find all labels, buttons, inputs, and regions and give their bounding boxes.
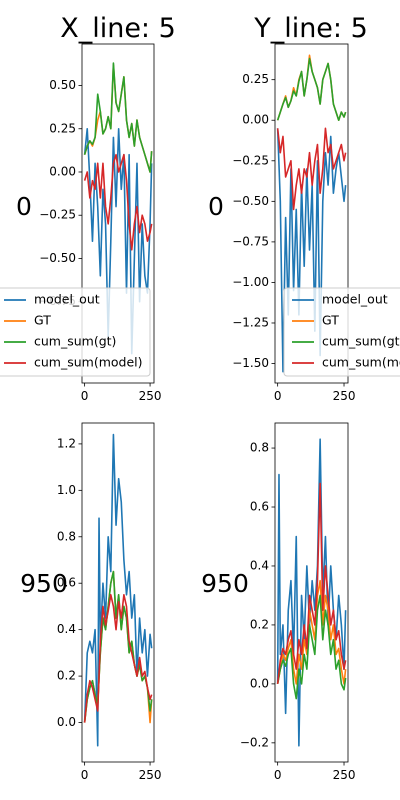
legend-entry: model_out xyxy=(34,292,100,307)
x-tick-label: 0 xyxy=(274,768,282,782)
legend: model_out GT cum_sum(gt) cum_sum(model) xyxy=(283,287,400,377)
panel-y-line-row-950: 950 −0.2 0.0 0.2 0.4 0.6 0.8 0 250 xyxy=(201,422,356,782)
legend-entry: GT xyxy=(34,313,51,328)
chart-title: X_line: 5 xyxy=(60,13,176,44)
y-tick-label: 0.6 xyxy=(57,576,76,590)
legend: model_out GT cum_sum(gt) cum_sum(model) xyxy=(0,287,151,377)
y-tick-label: −0.2 xyxy=(240,735,269,749)
x-tick-label: 250 xyxy=(333,389,356,403)
y-tick-label: 0.4 xyxy=(57,622,76,636)
legend-entry: GT xyxy=(322,313,339,328)
series-line-model_out xyxy=(276,438,347,747)
y-tick-label: −1.25 xyxy=(232,315,269,329)
series-group xyxy=(83,433,153,747)
x-tick-label: 250 xyxy=(139,389,162,403)
y-tick-label: 0.8 xyxy=(250,441,269,455)
axes-frame xyxy=(274,422,349,763)
series-line-cum_sum(gt) xyxy=(83,62,153,173)
series-line-cum_sum(model) xyxy=(276,127,347,211)
axes-frame xyxy=(81,43,155,384)
axes-frame xyxy=(274,43,349,384)
series-line-model_out xyxy=(83,433,153,747)
y-tick-label: 0.25 xyxy=(49,121,76,135)
y-tick-label: −0.25 xyxy=(232,153,269,167)
legend-entry: cum_sum(model) xyxy=(322,355,400,370)
y-tick-label: −0.50 xyxy=(232,194,269,208)
y-tick-label: 1.2 xyxy=(57,436,76,450)
legend-entry: model_out xyxy=(322,292,388,307)
y-tick-label: 0.0 xyxy=(250,676,269,690)
series-line-GT xyxy=(276,579,347,685)
series-line-cum_sum(model) xyxy=(83,153,153,251)
y-tick-label: 0.0 xyxy=(57,715,76,729)
row-label: 950 xyxy=(201,569,249,598)
legend-entry: cum_sum(model) xyxy=(34,355,143,370)
row-label: 0 xyxy=(208,192,224,221)
y-tick-label: 0.25 xyxy=(242,72,269,86)
y-tick-label: 0.00 xyxy=(242,113,269,127)
series-line-cum_sum(gt) xyxy=(276,594,347,700)
y-tick-label: −0.75 xyxy=(232,234,269,248)
y-tick-label: −0.50 xyxy=(39,251,76,265)
chart-title: Y_line: 5 xyxy=(253,13,368,44)
series-line-cum_sum(gt) xyxy=(276,57,347,122)
series-line-cum_sum(model) xyxy=(83,594,153,723)
y-tick-label: 0.2 xyxy=(250,617,269,631)
series-group xyxy=(83,62,153,355)
series-line-cum_sum(model) xyxy=(276,482,347,684)
x-tick-label: 0 xyxy=(274,389,282,403)
x-tick-label: 250 xyxy=(333,768,356,782)
y-tick-label: 0.4 xyxy=(250,558,269,572)
y-tick-label: 1.0 xyxy=(57,483,76,497)
x-tick-label: 0 xyxy=(81,389,89,403)
y-tick-label: 0.00 xyxy=(49,164,76,178)
legend-frame xyxy=(283,287,400,377)
row-label: 950 xyxy=(20,569,68,598)
series-group xyxy=(276,438,347,747)
legend-frame xyxy=(0,287,151,377)
panel-x-line-row-950: 950 0.0 0.2 0.4 0.6 0.8 1.0 1.2 0 250 xyxy=(20,422,162,782)
axes-frame xyxy=(81,422,155,763)
legend-entry: cum_sum(gt) xyxy=(322,334,400,349)
series-group xyxy=(276,54,347,373)
y-tick-label: 0.50 xyxy=(49,78,76,92)
x-tick-label: 0 xyxy=(81,768,89,782)
panel-y-line-row-0: Y_line: 5 0 −1.50 −1.25 −1.00 −0.75 −0.50 −0.25… xyxy=(208,13,400,403)
x-tick-label: 250 xyxy=(139,768,162,782)
y-tick-label: −1.50 xyxy=(232,356,269,370)
y-tick-label: 0.6 xyxy=(250,500,269,514)
row-label: 0 xyxy=(16,192,32,221)
y-tick-label: 0.2 xyxy=(57,669,76,683)
y-tick-label: 0.8 xyxy=(57,529,76,543)
panel-x-line-row-0: X_line: 50−0.75−0.50−0.250.000.250.50025… xyxy=(0,13,176,403)
y-tick-label: −0.25 xyxy=(39,208,76,222)
y-tick-label: −1.00 xyxy=(232,275,269,289)
legend-entry: cum_sum(gt) xyxy=(34,334,116,349)
